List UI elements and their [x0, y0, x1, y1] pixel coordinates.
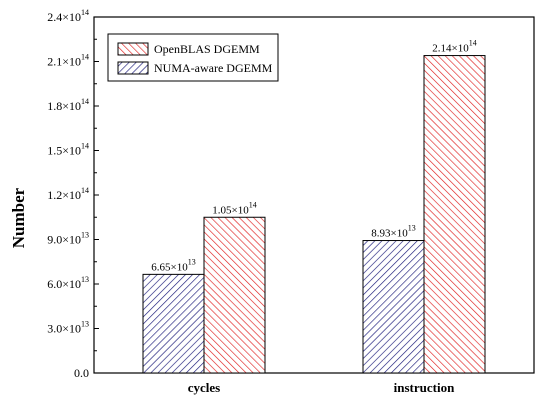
y-tick-label: 9.0×1013: [47, 231, 89, 247]
y-tick-label: 0.0: [74, 366, 89, 380]
bar: [423, 55, 486, 374]
x-tick-label: instruction: [394, 380, 455, 395]
legend-entry: OpenBLAS DGEMM: [154, 42, 260, 56]
bar: [142, 273, 205, 374]
legend-swatch: [117, 61, 149, 75]
data-labels: 6.65×1013 1.05×1014 8.93×1013 2.14×1014: [151, 39, 476, 274]
data-label: 6.65×1013: [151, 257, 195, 273]
legend-swatch: [117, 42, 149, 56]
bar: [362, 240, 425, 374]
data-label: 2.14×1014: [432, 39, 476, 55]
x-tick-label: cycles: [188, 380, 220, 395]
y-tick-label: 3.0×1013: [47, 320, 89, 336]
y-axis-title: Number: [9, 187, 28, 248]
bars: [142, 55, 486, 374]
x-axis-labels: cycles instruction: [188, 368, 455, 395]
y-tick-label: 1.8×1014: [47, 97, 89, 113]
y-tick-label: 2.4×1014: [47, 8, 89, 24]
y-tick-label: 1.5×1014: [47, 142, 89, 158]
legend-entry: NUMA-aware DGEMM: [154, 61, 273, 75]
y-tick-label: 2.1×1014: [47, 53, 89, 69]
y-axis-ticks: 0.0 3.0×1013 6.0×1013 9.0×1013 1.2×1014 1.5×1…: [47, 8, 99, 380]
bar: [203, 216, 266, 374]
data-label: 8.93×1013: [371, 224, 415, 240]
data-label: 1.05×1014: [212, 200, 256, 216]
legend: OpenBLAS DGEMM NUMA-aware DGEMM: [107, 33, 279, 82]
y-tick-label: 6.0×1013: [47, 275, 89, 291]
y-tick-label: 1.2×1014: [47, 186, 89, 202]
